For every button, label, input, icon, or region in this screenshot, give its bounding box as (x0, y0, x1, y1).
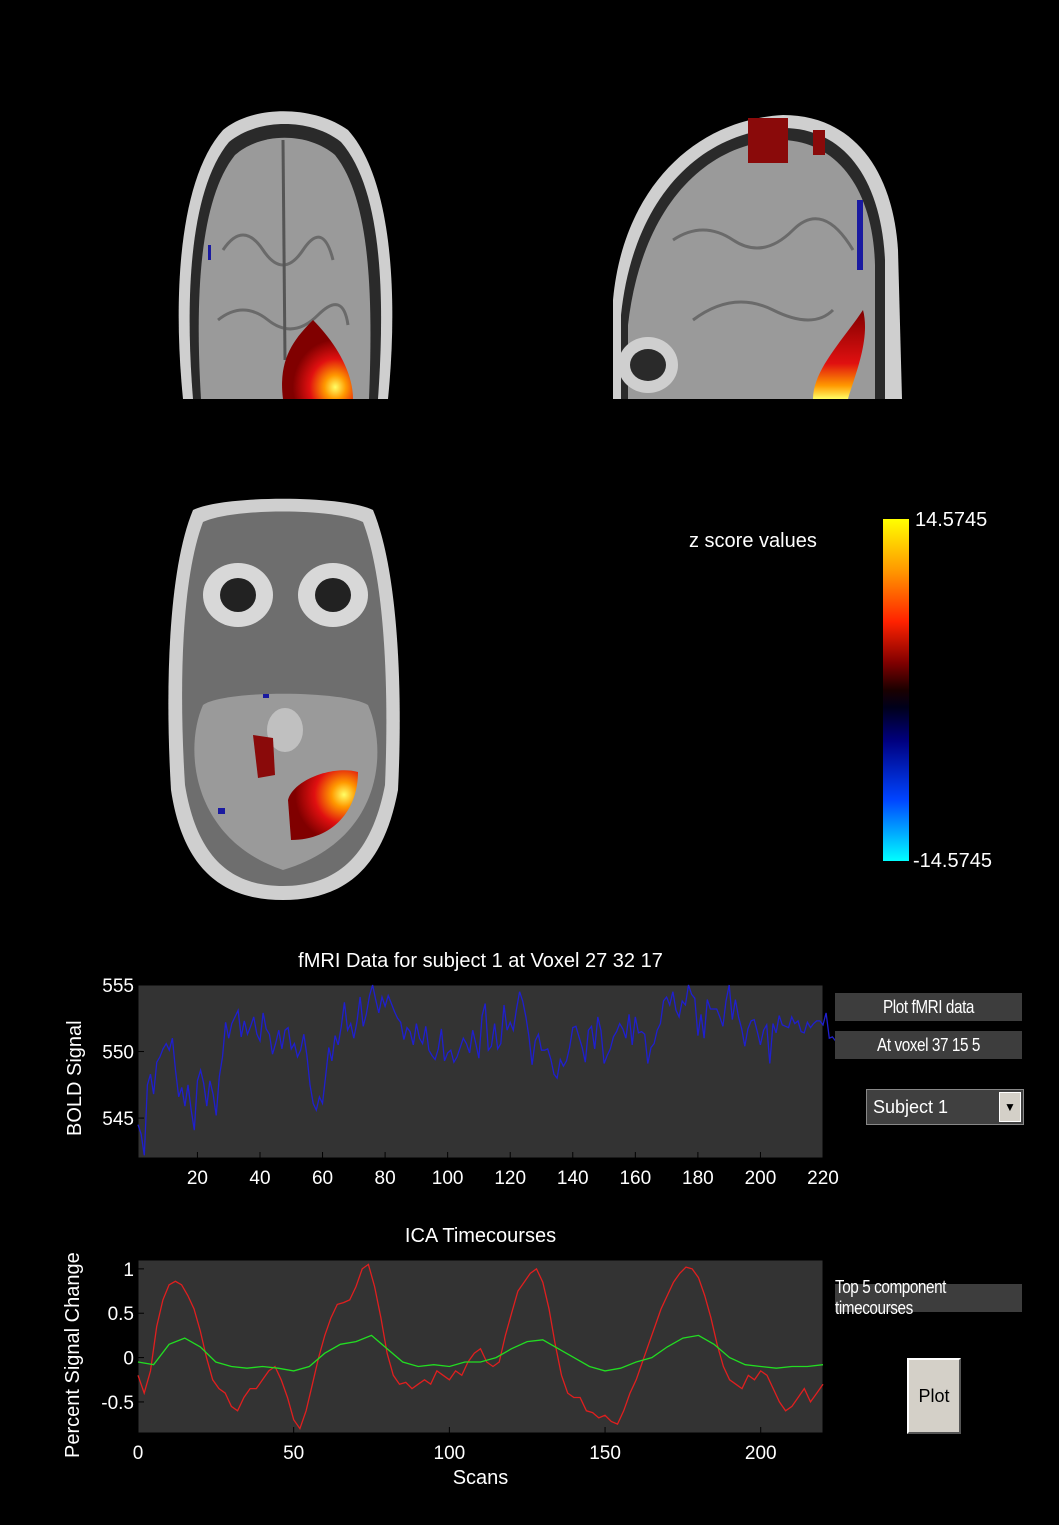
x-tick-label: 100 (434, 1443, 466, 1464)
x-tick-label: 120 (494, 1168, 526, 1189)
y-tick-label: 545 (102, 1109, 134, 1130)
x-tick-label: 100 (432, 1168, 464, 1189)
ica-plot-xlabel: Scans (452, 1467, 509, 1489)
y-tick-label: -0.5 (101, 1393, 134, 1414)
series-line-1-1 (137, 1334, 824, 1372)
voxel-coordinates-button[interactable]: At voxel 37 15 5 (835, 1031, 1022, 1059)
colorbar-min-label: -14.5745 (913, 850, 992, 872)
y-tick-label: 0.5 (108, 1304, 134, 1325)
series-line-1-0 (137, 1263, 824, 1431)
x-tick-label: 180 (682, 1168, 714, 1189)
plot-fmri-data-button[interactable]: Plot fMRI data (835, 993, 1022, 1021)
top-components-button[interactable]: Top 5 component timecourses (835, 1277, 1022, 1318)
plot-button[interactable]: Plot (907, 1358, 961, 1434)
colorbar-title: z score values (689, 530, 817, 552)
plot-area-1 (137, 1259, 824, 1434)
coronal-slice-image[interactable] (163, 100, 404, 399)
x-tick-label: 50 (283, 1443, 304, 1464)
ica-plot-title: ICA Timecourses (404, 1225, 557, 1247)
x-tick-label: 140 (557, 1168, 589, 1189)
subject-select[interactable]: Subject 1 ▼ (866, 1089, 1024, 1125)
bold-plot-title: fMRI Data for subject 1 at Voxel 27 32 1… (298, 950, 663, 972)
sagittal-slice-image[interactable] (613, 100, 902, 399)
colorbar-max-label: 14.5745 (915, 509, 988, 531)
x-tick-label: 200 (745, 1168, 777, 1189)
x-tick-label: 220 (807, 1168, 839, 1189)
y-tick-label: 0 (123, 1349, 134, 1370)
axial-slice-image[interactable] (163, 490, 404, 906)
x-tick-label: 20 (187, 1168, 208, 1189)
series-line-0-0 (137, 984, 837, 1156)
x-tick-label: 60 (312, 1168, 333, 1189)
dropdown-arrow-icon[interactable]: ▼ (999, 1092, 1021, 1122)
y-tick-label: 555 (102, 976, 134, 997)
subject-select-value: Subject 1 (873, 1096, 949, 1117)
colorbar (883, 519, 909, 861)
x-tick-label: 0 (133, 1443, 144, 1464)
x-tick-label: 160 (619, 1168, 651, 1189)
y-tick-label: 550 (102, 1043, 134, 1064)
ica-plot-ylabel: Percent Signal Change (62, 1252, 84, 1458)
x-tick-label: 150 (589, 1443, 621, 1464)
x-tick-label: 200 (745, 1443, 777, 1464)
x-tick-label: 40 (249, 1168, 270, 1189)
y-tick-label: 1 (123, 1260, 134, 1281)
plot-area-0 (137, 984, 824, 1159)
x-tick-label: 80 (375, 1168, 396, 1189)
